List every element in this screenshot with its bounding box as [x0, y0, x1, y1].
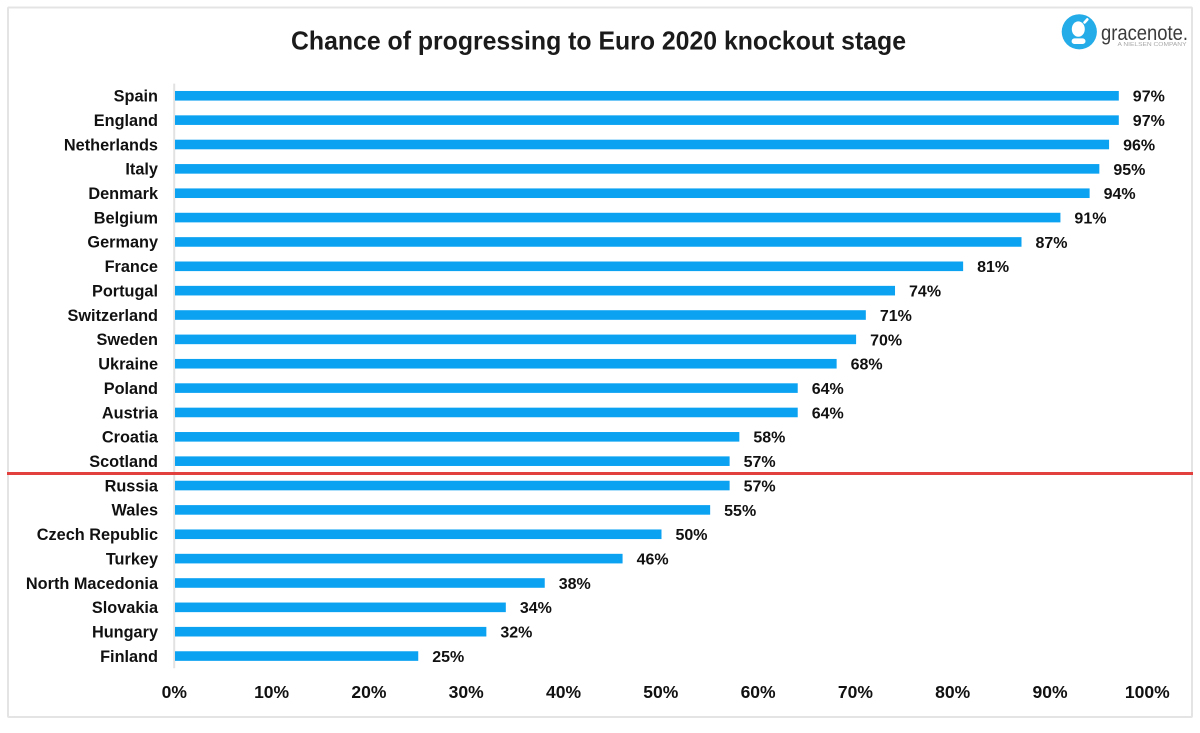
svg-text:Russia: Russia	[105, 477, 159, 495]
svg-text:74%: 74%	[909, 284, 941, 301]
svg-text:Croatia: Croatia	[102, 429, 159, 447]
svg-text:Finland: Finland	[100, 648, 158, 666]
svg-text:North Macedonia: North Macedonia	[26, 575, 159, 593]
svg-text:96%: 96%	[1123, 137, 1155, 154]
svg-text:97%: 97%	[1133, 113, 1165, 130]
svg-text:50%: 50%	[676, 527, 708, 544]
svg-text:Ukraine: Ukraine	[98, 356, 158, 374]
svg-text:Switzerland: Switzerland	[68, 307, 158, 325]
svg-text:30%: 30%	[449, 682, 484, 702]
svg-text:60%: 60%	[741, 682, 776, 702]
svg-text:81%: 81%	[977, 259, 1009, 276]
svg-text:55%: 55%	[724, 503, 756, 520]
svg-text:Belgium: Belgium	[94, 209, 158, 227]
svg-text:England: England	[94, 112, 158, 130]
svg-text:gracenote.: gracenote.	[1101, 22, 1188, 45]
svg-text:Netherlands: Netherlands	[64, 136, 158, 154]
svg-text:57%: 57%	[744, 478, 776, 495]
svg-text:70%: 70%	[870, 332, 902, 349]
svg-text:Portugal: Portugal	[92, 282, 158, 300]
svg-text:80%: 80%	[935, 682, 970, 702]
svg-text:Turkey: Turkey	[106, 550, 158, 568]
svg-text:71%: 71%	[880, 308, 912, 325]
svg-text:46%: 46%	[637, 552, 669, 569]
svg-text:25%: 25%	[432, 649, 464, 666]
svg-text:10%: 10%	[254, 682, 289, 702]
svg-text:Italy: Italy	[125, 161, 158, 179]
svg-text:Denmark: Denmark	[88, 185, 159, 203]
svg-text:France: France	[105, 258, 158, 276]
svg-text:A NIELSEN COMPANY: A NIELSEN COMPANY	[1118, 42, 1188, 48]
svg-text:64%: 64%	[812, 405, 844, 422]
svg-text:58%: 58%	[753, 430, 785, 447]
svg-text:Chance of progressing to Euro: Chance of progressing to Euro 2020 knock…	[291, 26, 906, 56]
svg-text:97%: 97%	[1133, 89, 1165, 106]
svg-text:Austria: Austria	[102, 404, 159, 422]
svg-text:Wales: Wales	[112, 502, 158, 520]
svg-text:87%: 87%	[1036, 235, 1068, 252]
svg-text:Poland: Poland	[104, 380, 158, 398]
svg-text:Germany: Germany	[87, 234, 158, 252]
svg-text:68%: 68%	[851, 357, 883, 374]
svg-text:100%: 100%	[1125, 682, 1170, 702]
svg-text:90%: 90%	[1032, 682, 1067, 702]
svg-text:Scotland: Scotland	[89, 453, 158, 471]
svg-text:32%: 32%	[500, 625, 532, 642]
svg-text:50%: 50%	[643, 682, 678, 702]
svg-text:95%: 95%	[1113, 162, 1145, 179]
svg-text:20%: 20%	[351, 682, 386, 702]
svg-text:40%: 40%	[546, 682, 581, 702]
svg-text:0%: 0%	[162, 682, 188, 702]
svg-text:34%: 34%	[520, 600, 552, 617]
svg-text:91%: 91%	[1074, 210, 1106, 227]
svg-text:Spain: Spain	[114, 88, 158, 106]
svg-text:94%: 94%	[1104, 186, 1136, 203]
svg-text:57%: 57%	[744, 454, 776, 471]
svg-text:Hungary: Hungary	[92, 624, 158, 642]
svg-text:38%: 38%	[559, 576, 591, 593]
svg-text:Slovakia: Slovakia	[92, 599, 159, 617]
svg-text:70%: 70%	[838, 682, 873, 702]
svg-text:Czech Republic: Czech Republic	[37, 526, 158, 544]
svg-text:64%: 64%	[812, 381, 844, 398]
svg-text:Sweden: Sweden	[96, 331, 158, 349]
